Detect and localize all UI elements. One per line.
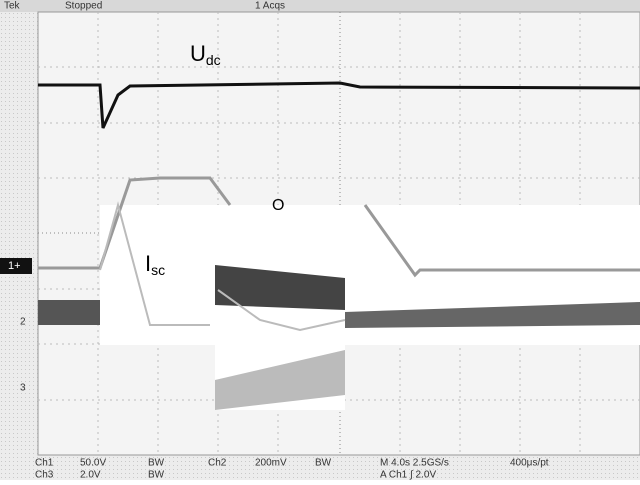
- readout-text: 50.0V: [80, 458, 106, 469]
- ch2-marker: 2: [20, 317, 26, 328]
- udc-sub: dc: [206, 52, 221, 68]
- readout-text: Ch1: [35, 458, 54, 469]
- acq-count: 1 Acqs: [255, 1, 285, 12]
- page: 1+ 2 3 Tek Stopped 1 Acqs Udc Isc O Ch15…: [0, 0, 640, 480]
- readout-text: Ch2: [208, 458, 227, 469]
- readout-text: Ch3: [35, 470, 54, 480]
- circle-mark: O: [272, 197, 284, 214]
- readout-text: A Ch1 ∫ 2.0V: [380, 470, 436, 480]
- readout-text: BW: [148, 470, 165, 480]
- brand: Tek: [4, 1, 21, 12]
- readout-text: BW: [148, 458, 165, 469]
- readout-text: 400μs/pt: [510, 458, 549, 469]
- readout-text: 2.0V: [80, 470, 101, 480]
- isc-sub: sc: [151, 262, 165, 278]
- ch3-marker: 3: [20, 383, 26, 394]
- scope-screen: 1+ 2 3 Tek Stopped 1 Acqs Udc Isc O Ch15…: [0, 0, 640, 480]
- readout-text: 200mV: [255, 458, 287, 469]
- readout-text: M 4.0s 2.5GS/s: [380, 458, 449, 469]
- ch2-band: [38, 300, 100, 325]
- run-state: Stopped: [65, 1, 102, 12]
- readout-text: BW: [315, 458, 332, 469]
- ch1-marker: 1+: [8, 260, 21, 272]
- udc-main: U: [190, 41, 206, 66]
